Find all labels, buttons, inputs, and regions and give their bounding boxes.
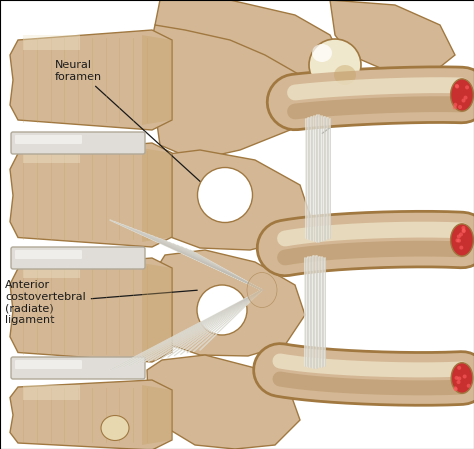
Ellipse shape	[455, 376, 458, 380]
Text: Anterior
costovertebral
(radiate)
ligament: Anterior costovertebral (radiate) ligame…	[5, 280, 197, 325]
Text: Neural
foramen: Neural foramen	[55, 60, 213, 193]
Ellipse shape	[462, 229, 465, 233]
Ellipse shape	[457, 239, 461, 242]
Ellipse shape	[334, 65, 356, 85]
Ellipse shape	[467, 384, 471, 388]
Ellipse shape	[459, 233, 463, 237]
FancyBboxPatch shape	[15, 250, 82, 259]
Ellipse shape	[101, 415, 129, 440]
FancyBboxPatch shape	[11, 357, 145, 379]
Polygon shape	[148, 250, 305, 356]
Ellipse shape	[453, 106, 457, 110]
Ellipse shape	[457, 234, 461, 238]
Polygon shape	[147, 355, 300, 449]
Polygon shape	[142, 263, 172, 357]
FancyBboxPatch shape	[11, 247, 145, 269]
Ellipse shape	[465, 85, 469, 89]
Ellipse shape	[247, 273, 277, 308]
Ellipse shape	[454, 387, 458, 392]
Ellipse shape	[457, 366, 461, 370]
Polygon shape	[142, 385, 172, 445]
Polygon shape	[150, 150, 310, 250]
Ellipse shape	[451, 363, 473, 393]
Text: Superior
capsular
ligament: Superior capsular ligament	[310, 215, 359, 255]
Ellipse shape	[456, 238, 459, 242]
Polygon shape	[23, 385, 80, 400]
Ellipse shape	[462, 98, 465, 102]
Polygon shape	[155, 0, 345, 80]
Ellipse shape	[458, 105, 462, 109]
Text: Intertransverse
ligament: Intertransverse ligament	[310, 100, 396, 133]
Ellipse shape	[464, 96, 467, 100]
Ellipse shape	[453, 386, 457, 390]
Polygon shape	[23, 148, 80, 163]
Ellipse shape	[462, 229, 465, 233]
Ellipse shape	[312, 44, 332, 62]
Ellipse shape	[197, 285, 247, 335]
Polygon shape	[10, 258, 172, 362]
FancyBboxPatch shape	[11, 132, 145, 154]
Ellipse shape	[451, 224, 474, 256]
Polygon shape	[10, 30, 172, 130]
Polygon shape	[23, 263, 80, 278]
FancyBboxPatch shape	[15, 135, 82, 144]
Polygon shape	[145, 10, 320, 160]
Ellipse shape	[453, 103, 457, 107]
Polygon shape	[10, 380, 172, 449]
Polygon shape	[10, 143, 172, 247]
Ellipse shape	[198, 167, 253, 223]
Ellipse shape	[463, 374, 466, 379]
Ellipse shape	[461, 226, 465, 230]
Polygon shape	[142, 35, 172, 125]
Ellipse shape	[455, 84, 459, 88]
Polygon shape	[330, 0, 455, 75]
Ellipse shape	[456, 380, 461, 384]
Ellipse shape	[309, 39, 361, 91]
Ellipse shape	[457, 377, 461, 380]
Ellipse shape	[451, 79, 474, 111]
Ellipse shape	[459, 246, 463, 250]
FancyBboxPatch shape	[15, 360, 82, 369]
Polygon shape	[23, 35, 80, 50]
Ellipse shape	[455, 84, 459, 88]
Polygon shape	[142, 148, 172, 242]
